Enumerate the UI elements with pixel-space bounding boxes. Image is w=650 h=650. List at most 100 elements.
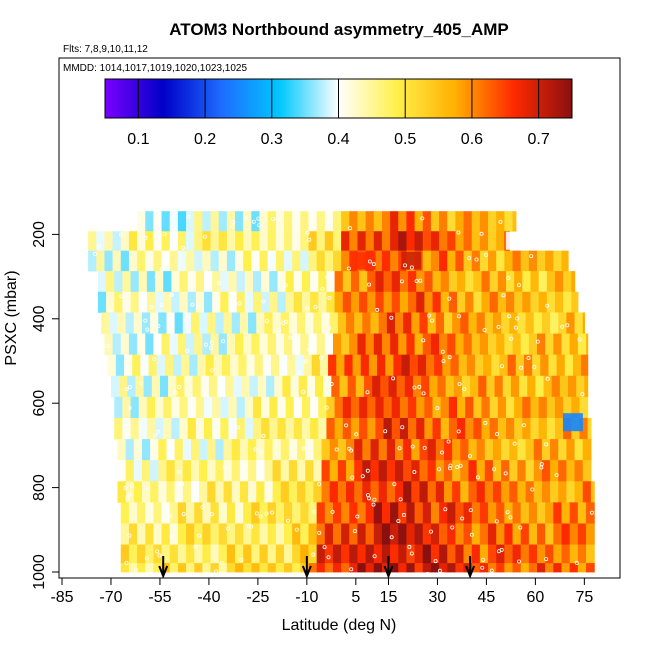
heatmap-cell: [414, 544, 424, 564]
heatmap-cell: [506, 291, 515, 313]
heatmap-cell: [238, 354, 248, 377]
heatmap-cell: [337, 481, 347, 503]
y-tick-label: 800: [31, 474, 48, 501]
heatmap-cell: [537, 250, 546, 272]
heatmap-cell: [262, 354, 272, 377]
heatmap-cell: [373, 250, 383, 272]
sample-point: [443, 507, 448, 512]
heatmap-cell: [545, 563, 554, 573]
heatmap-cell: [186, 333, 195, 356]
heatmap-cell: [533, 439, 543, 461]
heatmap-cell: [204, 417, 213, 440]
heatmap-cell: [545, 523, 554, 545]
sample-point: [348, 226, 353, 231]
heatmap-cell: [365, 523, 375, 545]
heatmap-cell: [479, 231, 489, 252]
heatmap-cell: [244, 396, 254, 419]
heatmap-cell: [398, 231, 408, 252]
sample-point: [127, 533, 132, 538]
heatmap-cell: [114, 291, 123, 313]
heatmap-cell: [235, 523, 244, 545]
heatmap-cell: [455, 563, 465, 573]
heatmap-cell: [153, 250, 163, 272]
heatmap-cell: [460, 460, 470, 482]
heatmap-cell: [349, 523, 359, 545]
heatmap-cell: [399, 396, 409, 419]
heatmap-cell: [166, 481, 176, 503]
heatmap-cell: [316, 523, 326, 545]
heatmap-cell: [182, 312, 192, 334]
heatmap-cell: [430, 502, 440, 524]
heatmap-cell: [97, 291, 107, 313]
sample-point: [257, 223, 262, 228]
heatmap-anomaly: [505, 231, 526, 250]
colorbar-tick-label: 0.7: [528, 131, 550, 148]
heatmap-cell: [514, 271, 523, 293]
heatmap-cell: [344, 354, 354, 377]
heatmap-cell: [419, 460, 429, 482]
sample-point: [492, 467, 497, 472]
heatmap-cell: [177, 333, 187, 356]
heatmap-cell: [561, 502, 571, 524]
heatmap-cell: [288, 312, 298, 334]
heatmap-cell: [202, 502, 212, 524]
heatmap-cell: [117, 312, 127, 334]
heatmap-cell: [275, 544, 285, 564]
heatmap-cell: [435, 439, 445, 461]
heatmap-cell: [512, 333, 522, 356]
heatmap-cell: [137, 544, 146, 564]
heatmap-cell: [199, 439, 208, 461]
sample-point: [256, 216, 261, 221]
heatmap-cell: [300, 502, 310, 524]
heatmap-cell: [120, 563, 130, 573]
heatmap-cell: [202, 333, 212, 356]
sample-point: [330, 509, 335, 514]
heatmap-cell: [416, 396, 425, 419]
heatmap-cell: [504, 523, 514, 545]
heatmap-cell: [386, 481, 396, 503]
heatmap-cell: [377, 354, 386, 377]
heatmap-cell: [300, 544, 310, 564]
heatmap-cell: [337, 439, 347, 461]
heatmap-cell: [259, 250, 269, 272]
heatmap-cell: [540, 354, 550, 377]
sample-point: [312, 340, 317, 345]
heatmap-cell: [326, 271, 336, 293]
heatmap-cell: [546, 271, 556, 293]
heatmap-cell: [341, 544, 350, 564]
heatmap-cell: [551, 375, 561, 398]
heatmap-cell: [243, 250, 252, 272]
heatmap-cell: [457, 396, 466, 419]
heatmap-cell: [381, 250, 391, 272]
heatmap-cell: [199, 481, 208, 503]
heatmap-cell: [378, 481, 388, 503]
heatmap-cell: [318, 271, 328, 293]
heatmap-cell: [130, 396, 140, 419]
heatmap-cell: [439, 544, 448, 564]
sample-point: [297, 399, 302, 404]
heatmap-cell: [207, 460, 217, 482]
heatmap-cell: [186, 523, 195, 545]
heatmap-cell: [256, 312, 266, 334]
sample-point: [435, 406, 440, 411]
sample-point: [545, 376, 550, 381]
heatmap-cell: [326, 396, 336, 419]
sample-point: [297, 370, 302, 375]
heatmap-cell: [581, 354, 589, 377]
heatmap-layer: [117, 481, 595, 503]
heatmap-cell: [442, 354, 452, 377]
heatmap-cell: [284, 563, 293, 573]
sample-point: [196, 304, 201, 309]
heatmap-cell: [252, 417, 262, 440]
heatmap-cell: [305, 439, 314, 461]
heatmap-cell: [398, 523, 408, 545]
sample-point: [334, 447, 339, 452]
heatmap-cell: [324, 563, 334, 573]
heatmap-cell: [558, 312, 567, 334]
sample-point: [157, 553, 162, 558]
sample-point: [259, 449, 264, 454]
heatmap-cell: [200, 375, 210, 398]
sample-point: [456, 230, 461, 235]
heatmap-cell: [426, 354, 435, 377]
